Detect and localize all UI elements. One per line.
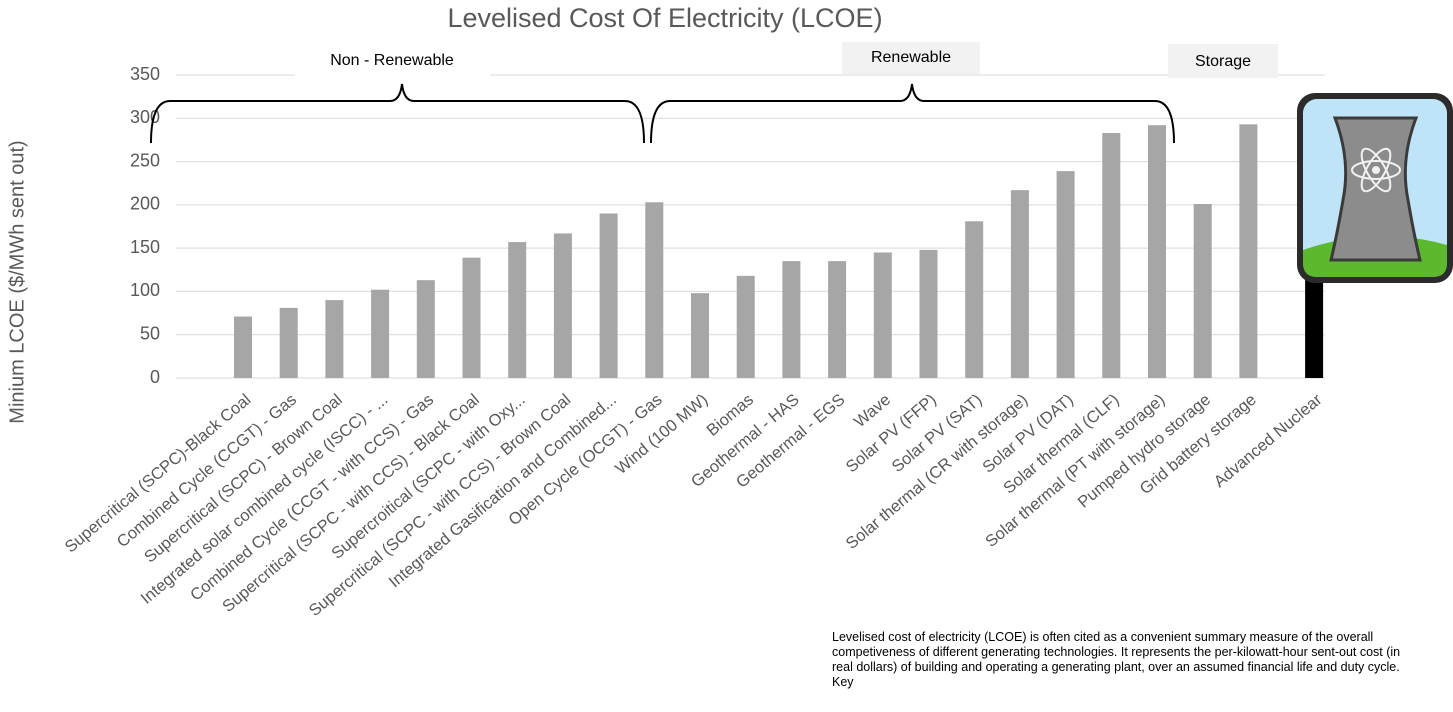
bar (965, 221, 984, 378)
bar (691, 293, 709, 378)
bar (1010, 190, 1029, 378)
group-label-box (295, 44, 490, 76)
bracket (150, 83, 645, 144)
group-label-box (842, 42, 980, 74)
bar (325, 300, 344, 378)
bar (462, 257, 481, 378)
nuclear-icon (1297, 93, 1453, 283)
bar (1056, 171, 1075, 378)
bracket (650, 83, 1175, 144)
bar (416, 280, 435, 378)
group-label: Renewable (871, 49, 951, 66)
y-tick-label: 350 (130, 64, 160, 84)
bar (599, 213, 618, 378)
y-tick-label: 150 (130, 237, 160, 257)
bar (645, 202, 664, 378)
icon-tower (1329, 116, 1422, 262)
bar (553, 233, 572, 378)
group-label-box (1168, 44, 1278, 78)
bar (1193, 203, 1212, 378)
bar (1305, 268, 1324, 378)
bar (782, 261, 801, 378)
bar (508, 242, 527, 378)
bar (873, 252, 892, 378)
bar (279, 307, 298, 378)
y-tick-label: 200 (130, 194, 160, 214)
y-axis-label: Minium LCOE ($/MWh sent out) (6, 140, 28, 423)
bar (371, 289, 390, 378)
x-tick-label: Advanced Nuclear (1211, 390, 1326, 491)
y-tick-label: 50 (140, 323, 160, 343)
group-label: Non - Renewable (330, 52, 454, 69)
bar (736, 275, 755, 378)
bar (1102, 133, 1121, 378)
icon-atom (1351, 147, 1401, 193)
y-tick-label: 250 (130, 150, 160, 170)
note-text: Levelised cost of electricity (LCOE) is … (832, 630, 1401, 689)
bar (919, 249, 938, 378)
bar (1148, 125, 1166, 378)
chart-title: Levelised Cost Of Electricity (LCOE) (447, 3, 882, 33)
bar (234, 316, 252, 378)
group-label: Storage (1195, 53, 1251, 70)
y-tick-label: 100 (130, 280, 160, 300)
bar (828, 261, 847, 378)
bar (1239, 124, 1258, 379)
y-tick-label: 0 (150, 367, 160, 387)
group-brackets (150, 83, 1175, 144)
